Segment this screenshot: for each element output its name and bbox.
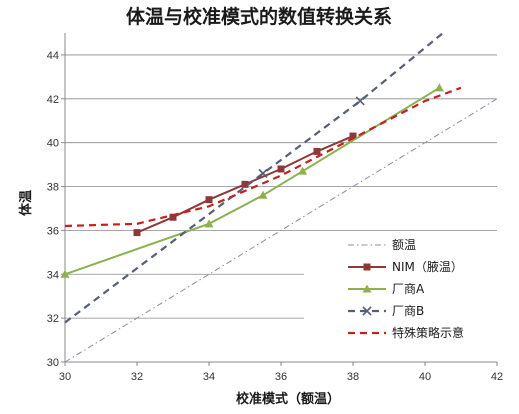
legend-marker-3 <box>362 306 372 316</box>
x-tick-label-42: 42 <box>491 371 503 383</box>
legend-label-3: 厂商B <box>392 303 424 318</box>
series-2-point-4 <box>434 83 444 92</box>
legend-label-4: 特殊策略示意 <box>392 325 464 340</box>
x-tick-label-38: 38 <box>347 371 359 383</box>
series-4 <box>64 86 462 228</box>
series-1-point-1 <box>169 213 177 221</box>
y-tick-label-44: 44 <box>47 50 59 62</box>
legend-marker-1 <box>363 263 371 271</box>
series-3 <box>64 32 444 324</box>
series-1-point-4 <box>277 165 285 173</box>
series-2-point-1 <box>204 219 214 228</box>
series-1-point-0 <box>133 229 141 237</box>
legend-background <box>304 232 494 342</box>
y-tick-label-32: 32 <box>47 313 59 325</box>
x-axis-title: 校准模式（额温） <box>236 391 340 407</box>
x-tick-label-30: 30 <box>59 371 71 383</box>
legend-label-2: 厂商A <box>392 281 425 296</box>
series-2 <box>60 83 444 278</box>
series-1 <box>133 132 357 237</box>
series-3-point-2 <box>355 96 365 106</box>
tick-labels: 30 32 34 36 38 40 42 44 30 32 34 36 38 40 42 <box>47 50 503 383</box>
y-axis-title: 体温 <box>18 190 34 216</box>
series-3-point-1 <box>258 168 268 178</box>
x-tick-label-40: 40 <box>419 371 431 383</box>
legend-label-1: NIM（腋温） <box>392 259 463 274</box>
x-tick-label-34: 34 <box>203 371 215 383</box>
axes <box>61 33 498 366</box>
x-tick-label-32: 32 <box>131 371 143 383</box>
legend: 额温 NIM（腋温） 厂商A 厂商B 特殊策略示意 <box>304 232 494 342</box>
series-0 <box>64 98 498 363</box>
series-2-point-2 <box>258 190 268 199</box>
series-1-point-6 <box>349 132 357 140</box>
series-1-point-5 <box>313 147 321 155</box>
series-1-point-3 <box>241 180 249 188</box>
y-tick-label-34: 34 <box>47 269 59 281</box>
series-2-point-0 <box>60 269 70 278</box>
series-1-point-2 <box>205 196 213 204</box>
series-line-3 <box>64 32 444 324</box>
series-lines <box>60 32 498 363</box>
series-line-0 <box>64 98 498 363</box>
y-tick-label-38: 38 <box>47 182 59 194</box>
chart-title: 体温与校准模式的数值转换关系 <box>126 5 392 28</box>
series-2-point-3 <box>298 166 308 175</box>
y-tick-label-42: 42 <box>47 94 59 106</box>
legend-label-0: 额温 <box>392 238 416 252</box>
series-line-4 <box>64 86 462 228</box>
y-tick-label-40: 40 <box>47 138 59 150</box>
y-tick-label-30: 30 <box>47 357 59 369</box>
x-tick-label-36: 36 <box>275 371 287 383</box>
y-tick-label-36: 36 <box>47 225 59 237</box>
legend-marker-2 <box>362 284 372 293</box>
